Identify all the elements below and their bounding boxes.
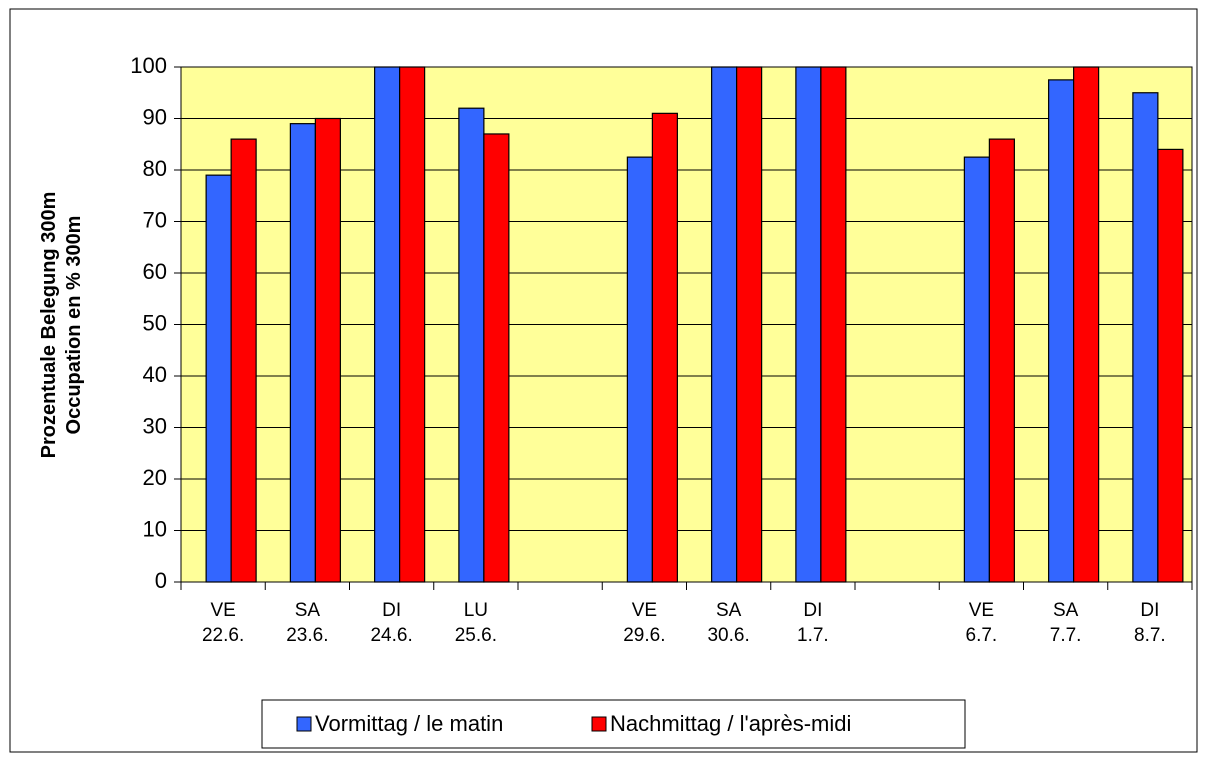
bar	[963, 156, 990, 583]
x-tick-label: DI	[803, 600, 822, 621]
x-tick-label: 22.6.	[202, 625, 244, 646]
bar	[1132, 92, 1159, 583]
bar	[651, 112, 678, 583]
y-tick-label: 10	[143, 516, 167, 541]
y-tick-label: 100	[130, 53, 167, 78]
legend-swatch	[591, 716, 607, 732]
x-tick-label: SA	[716, 600, 742, 621]
x-tick-label: SA	[295, 600, 321, 621]
bar	[626, 156, 653, 583]
x-tick-label: 8.7.	[1134, 625, 1166, 646]
bar	[988, 138, 1015, 583]
bar	[820, 66, 847, 583]
y-tick-label: 30	[143, 413, 167, 438]
x-tick-label: 29.6.	[623, 625, 665, 646]
y-tick-label: 0	[155, 568, 167, 593]
bar	[289, 123, 316, 583]
bar	[458, 107, 485, 583]
x-tick-label: 30.6.	[707, 625, 749, 646]
legend-swatch	[296, 716, 312, 732]
bar	[1073, 66, 1100, 583]
y-tick-label: 70	[143, 207, 167, 232]
x-tick-label: LU	[464, 600, 488, 621]
bar	[1048, 79, 1075, 583]
y-tick-label: 60	[143, 259, 167, 284]
y-tick-label: 80	[143, 156, 167, 181]
bar	[736, 66, 763, 583]
x-tick-label: DI	[382, 600, 401, 621]
x-tick-label: VE	[210, 600, 235, 621]
legend-box	[261, 699, 966, 749]
bar	[314, 117, 341, 583]
bar	[1157, 148, 1184, 583]
bar	[483, 133, 510, 583]
x-tick-label: 23.6.	[286, 625, 328, 646]
bar	[711, 66, 738, 583]
legend-label: Nachmittag / l'après-midi	[610, 711, 851, 736]
y-tick-label: 90	[143, 104, 167, 129]
bar	[230, 138, 257, 583]
x-tick-label: 6.7.	[966, 625, 998, 646]
x-tick-label: VE	[632, 600, 657, 621]
bar	[399, 66, 426, 583]
x-tick-label: VE	[969, 600, 994, 621]
plot-border	[180, 66, 1193, 583]
y-axis-title: Prozentuale Belegung 300m	[38, 192, 60, 459]
x-tick-label: 25.6.	[455, 625, 497, 646]
x-tick-label: SA	[1053, 600, 1079, 621]
x-tick-label: 24.6.	[370, 625, 412, 646]
y-axis-title: Occupation en % 300m	[63, 216, 85, 435]
x-tick-label: DI	[1140, 600, 1159, 621]
legend-label: Vormittag / le matin	[315, 711, 503, 736]
bar	[374, 66, 401, 583]
bar	[795, 66, 822, 583]
x-tick-label: 1.7.	[797, 625, 829, 646]
y-tick-label: 20	[143, 465, 167, 490]
bar	[205, 174, 232, 583]
y-tick-label: 40	[143, 362, 167, 387]
x-tick-label: 7.7.	[1050, 625, 1082, 646]
y-tick-label: 50	[143, 310, 167, 335]
